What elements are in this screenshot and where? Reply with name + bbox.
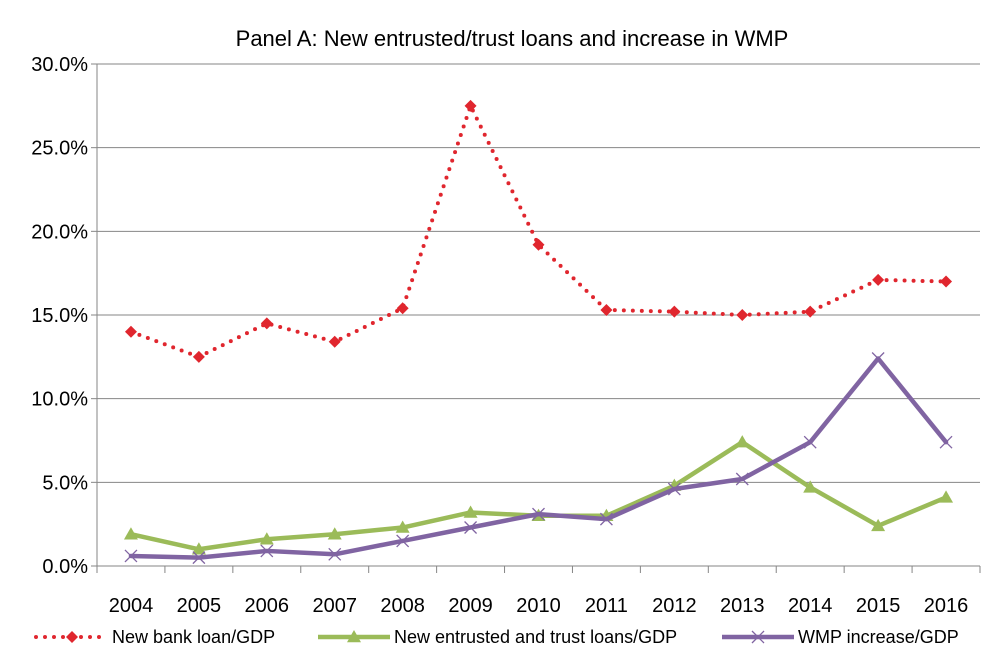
gridlines — [97, 63, 980, 483]
data-point — [735, 435, 750, 448]
x-marker-stroke — [124, 549, 138, 563]
data-point — [123, 527, 138, 540]
data-point — [260, 544, 274, 558]
x-tick-label: 2010 — [516, 595, 561, 617]
data-point — [532, 507, 545, 521]
x-tick-label: 2016 — [924, 595, 969, 617]
data-point — [124, 325, 137, 338]
y-tick-label: 20.0% — [31, 221, 88, 243]
data-point — [464, 521, 478, 534]
series-line — [128, 356, 949, 560]
data-point — [803, 435, 817, 449]
x-marker-stroke — [735, 472, 749, 486]
y-tick-label: 25.0% — [31, 138, 88, 160]
legend-marker — [751, 630, 765, 644]
data-point — [396, 302, 409, 315]
data-point — [599, 512, 613, 526]
y-tick-label: 0.0% — [42, 556, 88, 578]
data-point — [940, 275, 953, 288]
data-point — [532, 238, 545, 251]
x-marker-stroke — [871, 352, 885, 365]
legend-item: New bank loan/GDP — [34, 627, 275, 647]
data-point — [396, 534, 410, 548]
data-point — [667, 482, 681, 496]
x-marker-stroke — [532, 507, 545, 521]
x-marker-stroke — [667, 482, 681, 496]
x-tick-label: 2008 — [380, 595, 425, 617]
x-marker-stroke — [599, 512, 613, 526]
legend-label: WMP increase/GDP — [798, 627, 959, 647]
data-point — [871, 352, 885, 365]
axes: 0.0% 5.0% 10.0% 15.0% 20.0% 25.0% 30.0% 2004 200… — [31, 54, 981, 617]
legend-item: New entrusted and trust loans/GDP — [318, 627, 677, 647]
x-tick-label: 2006 — [245, 595, 290, 617]
x-marker-stroke — [939, 435, 953, 449]
series-diamond — [124, 99, 953, 363]
data-point — [735, 472, 749, 486]
data-point — [939, 435, 953, 449]
x-marker-stroke — [328, 547, 342, 561]
data-point — [463, 505, 478, 518]
y-tick-label: 30.0% — [31, 54, 88, 76]
series-x — [124, 352, 953, 565]
x-tick-label: 2009 — [448, 595, 493, 617]
data-point — [668, 305, 681, 318]
x-tick-label: 2004 — [109, 595, 154, 617]
data-point — [600, 303, 613, 316]
data-point — [124, 549, 138, 563]
data-point — [328, 335, 341, 348]
x-marker-stroke — [464, 521, 478, 534]
legend-label: New entrusted and trust loans/GDP — [394, 627, 677, 647]
x-tick-label: 2014 — [788, 595, 833, 617]
data-point — [395, 520, 410, 533]
x-tick-label: 2011 — [585, 595, 628, 617]
legend: New bank loan/GDP New entrusted and trust… — [34, 627, 959, 647]
data-point — [736, 309, 749, 321]
data-point — [804, 305, 817, 318]
y-tick-label: 5.0% — [42, 472, 88, 494]
data-point — [872, 273, 885, 286]
x-tick-label: 2005 — [177, 595, 222, 617]
data-point — [871, 518, 886, 532]
legend-item: WMP increase/GDP — [722, 627, 959, 647]
x-tick-label: 2013 — [720, 595, 765, 617]
y-tick-label: 10.0% — [31, 389, 88, 411]
x-marker-stroke — [751, 630, 765, 644]
series-triangle — [123, 435, 954, 555]
data-point — [328, 547, 342, 561]
data-point — [191, 542, 206, 555]
x-tick-label: 2012 — [652, 595, 697, 617]
legend-label: New bank loan/GDP — [112, 627, 275, 647]
x-marker-stroke — [260, 544, 274, 558]
data-point — [939, 490, 954, 503]
x-tick-label: 2007 — [312, 595, 357, 617]
series-line — [128, 439, 949, 552]
legend-marker — [347, 630, 361, 643]
data-point — [192, 551, 206, 565]
data-series — [123, 99, 954, 565]
data-point — [192, 350, 205, 363]
x-marker-stroke — [396, 534, 410, 548]
data-point — [259, 532, 274, 545]
data-point — [803, 480, 818, 493]
data-point — [260, 317, 273, 330]
legend-marker — [66, 631, 78, 643]
x-marker-stroke — [192, 551, 206, 565]
x-tick-label: 2015 — [856, 595, 901, 617]
chart-title: Panel A: New entrusted/trust loans and i… — [236, 26, 789, 51]
y-tick-label: 15.0% — [31, 305, 88, 327]
data-point — [327, 527, 342, 540]
data-point — [464, 99, 477, 112]
x-marker-stroke — [803, 435, 817, 449]
